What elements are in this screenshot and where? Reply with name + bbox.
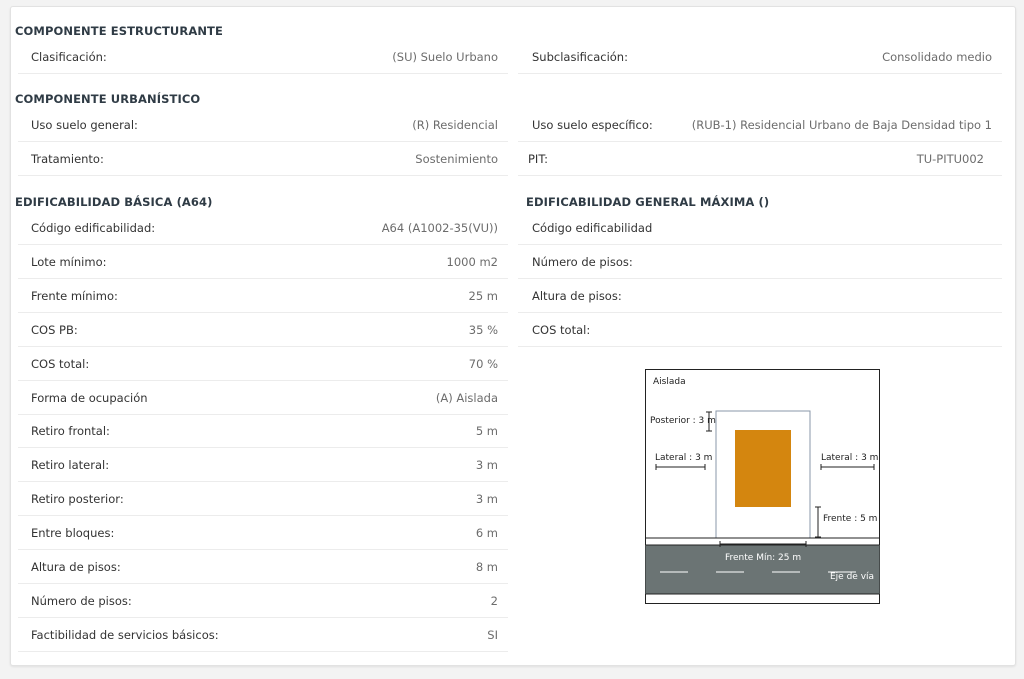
setback-diagram-svg (645, 369, 880, 604)
section-title-edificabilidad-basica: EDIFICABILIDAD BÁSICA (A64) (15, 195, 213, 209)
table-row: Factibilidad de servicios básicos: SI (18, 619, 508, 652)
row-value: SI (487, 627, 498, 642)
row-label: Retiro frontal: (31, 424, 110, 439)
row-value: (R) Residencial (412, 118, 498, 132)
row-label: Subclasificación: (532, 50, 628, 64)
row-value: 1000 m2 (446, 254, 498, 269)
label-frente-min: Frente Mín: 25 m (725, 553, 802, 563)
building-footprint (735, 430, 791, 507)
row-value: 35 % (468, 322, 498, 337)
row-value: TU-PITU002 (916, 152, 984, 166)
dimension-markers (655, 411, 875, 547)
table-row: Altura de pisos: (518, 280, 1002, 313)
row-value: A64 (A1002-35(VU)) (381, 221, 498, 235)
row-label: Clasificación: (31, 50, 107, 64)
table-row: Retiro posterior: 3 m (18, 483, 508, 517)
row-value: 6 m (475, 526, 498, 541)
row-label: Uso suelo específico: (532, 118, 653, 132)
row-subclasificacion: Subclasificación: Consolidado medio (518, 41, 1002, 74)
row-value: (RUB-1) Residencial Urbano de Baja Densi… (691, 118, 992, 132)
row-value: (A) Aislada (435, 390, 498, 405)
row-label: Altura de pisos: (31, 560, 121, 574)
road (645, 545, 880, 594)
row-label: COS PB: (31, 322, 78, 337)
row-uso-suelo-general: Uso suelo general: (R) Residencial (18, 109, 508, 142)
label-frente: Frente : 5 m (823, 514, 878, 524)
table-row: Número de pisos: 2 (18, 585, 508, 618)
row-uso-suelo-especifico: Uso suelo específico: (RUB-1) Residencia… (518, 109, 1002, 142)
table-row: Retiro frontal: 5 m (18, 415, 508, 449)
row-value: 3 m (475, 458, 498, 473)
row-label: COS total: (532, 322, 591, 337)
row-pit: PIT: TU-PITU002 (518, 143, 1002, 176)
section-title-edificabilidad-general: EDIFICABILIDAD GENERAL MÁXIMA () (526, 195, 770, 209)
label-lateral-right: Lateral : 3 m (821, 453, 879, 463)
row-label: Código edificabilidad (532, 221, 653, 235)
row-label: Retiro posterior: (31, 492, 124, 507)
label-posterior: Posterior : 3 m (650, 416, 716, 426)
section-title-componente-urbanistico: COMPONENTE URBANÍSTICO (15, 92, 201, 106)
table-row: Código edificabilidad (518, 212, 1002, 245)
table-row: Frente mínimo: 25 m (18, 280, 508, 313)
table-row: COS PB: 35 % (18, 314, 508, 347)
row-label: Lote mínimo: (31, 254, 107, 269)
row-value: Consolidado medio (882, 50, 992, 64)
row-value: 25 m (468, 288, 499, 303)
row-value: 2 (490, 593, 498, 608)
row-clasificacion: Clasificación: (SU) Suelo Urbano (18, 41, 508, 74)
row-label: Forma de ocupación (31, 390, 148, 405)
row-label: PIT: (528, 152, 548, 166)
setback-diagram: Aislada Posterior : 3 m Lateral : 3 m La… (645, 369, 880, 604)
table-row: Entre bloques: 6 m (18, 517, 508, 551)
row-label: Frente mínimo: (31, 288, 118, 303)
table-row: Número de pisos: (518, 246, 1002, 279)
label-lateral-left: Lateral : 3 m (655, 453, 713, 463)
row-label: Número de pisos: (31, 593, 132, 608)
table-row: Lote mínimo: 1000 m2 (18, 246, 508, 279)
row-value: 8 m (475, 560, 498, 574)
label-eje-via: Eje de vía (830, 572, 875, 582)
row-value: Sostenimiento (415, 152, 498, 166)
row-label: Tratamiento: (31, 152, 104, 166)
row-value: 3 m (475, 492, 498, 507)
row-label: Retiro lateral: (31, 458, 110, 473)
table-row: Código edificabilidad: A64 (A1002-35(VU)) (18, 212, 508, 245)
row-value: (SU) Suelo Urbano (392, 50, 498, 64)
table-row: Retiro lateral: 3 m (18, 449, 508, 483)
row-value: 70 % (468, 356, 498, 371)
row-label: Número de pisos: (532, 254, 633, 269)
row-label: Código edificabilidad: (31, 221, 156, 235)
diagram-title: Aislada (653, 377, 686, 387)
table-row: Forma de ocupación (A) Aislada (18, 382, 508, 415)
row-label: COS total: (31, 356, 90, 371)
row-label: Factibilidad de servicios básicos: (31, 627, 219, 642)
row-label: Uso suelo general: (31, 118, 138, 132)
table-row: COS total: 70 % (18, 348, 508, 381)
row-tratamiento: Tratamiento: Sostenimiento (18, 143, 508, 176)
row-value: 5 m (475, 424, 498, 439)
table-row: Altura de pisos: 8 m (18, 551, 508, 584)
section-title-componente-estructurante: COMPONENTE ESTRUCTURANTE (15, 24, 223, 38)
row-label: Altura de pisos: (532, 288, 622, 303)
table-row: COS total: (518, 314, 1002, 347)
row-label: Entre bloques: (31, 526, 115, 541)
